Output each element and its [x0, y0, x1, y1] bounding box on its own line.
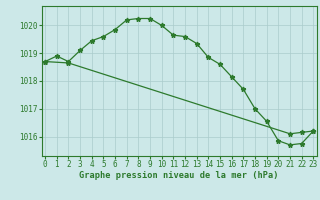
X-axis label: Graphe pression niveau de la mer (hPa): Graphe pression niveau de la mer (hPa) — [79, 171, 279, 180]
